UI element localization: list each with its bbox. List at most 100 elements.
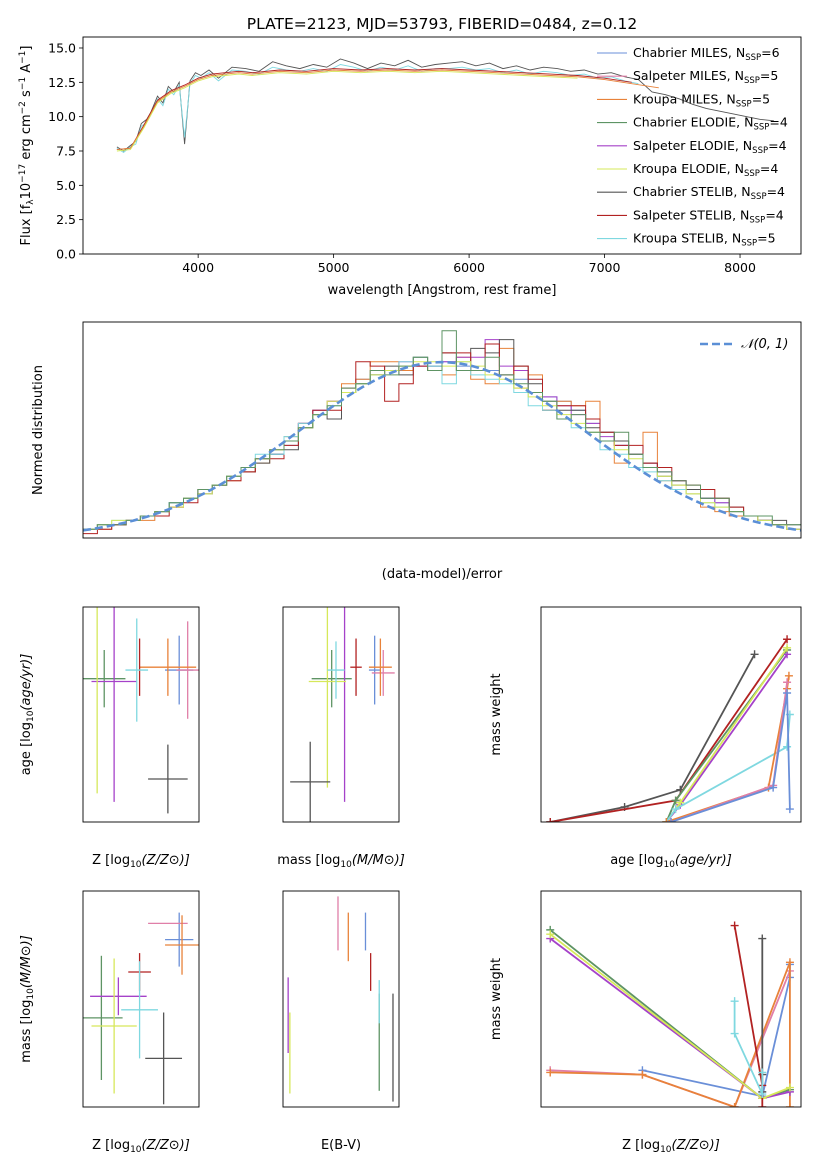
weight-lines — [546, 635, 794, 822]
spectrum-series-kroupa_miles — [116, 69, 659, 151]
legend-label-chabrier_elodie: Chabrier ELODIE, NSSP=4 — [633, 115, 788, 133]
weight-marker-kroupa_miles — [662, 818, 671, 822]
weight-series-kroupa_miles — [550, 961, 791, 1107]
age-vs-metallicity-panel: Z [log10(Z/Z⊙)] age [log10(age/yr)] — [19, 606, 200, 870]
weight-marker-chabrier_miles — [785, 805, 794, 814]
weight-marker-chabrier_elodie — [671, 796, 680, 805]
weight-marker-salpeter_stelib — [758, 1103, 767, 1107]
gaussian-legend-label: 𝒩(0, 1) — [741, 337, 788, 352]
x-tick-label: 7000 — [589, 260, 621, 275]
spectrum-legend: Chabrier MILES, NSSP=6 Salpeter MILES, NS… — [597, 45, 788, 249]
weight-marker-salpeter_stelib — [783, 635, 792, 644]
mass_vs_ebv-x-label: E(B-V) — [321, 1138, 361, 1153]
error-bars — [83, 912, 199, 1105]
legend-label-kroupa_miles: Kroupa MILES, NSSP=5 — [633, 91, 770, 109]
weight-marker-kroupa_elodie — [676, 798, 685, 807]
weight-marker-kroupa_miles — [638, 1070, 647, 1079]
weight-series-kroupa_elodie — [665, 647, 788, 822]
x-tick-label: 5000 — [318, 260, 350, 275]
axes-frame — [82, 321, 802, 539]
axes-frame — [82, 36, 802, 255]
weight-vs-age-panel: age [log10(age/yr)] mass weight — [489, 606, 802, 870]
weight_vs_age-x-label: age [log10(age/yr)] — [610, 853, 732, 870]
legend-label-chabrier_stelib: Chabrier STELIB, NSSP=4 — [633, 184, 785, 202]
weight-marker-kroupa_elodie — [783, 643, 792, 652]
legend-label-kroupa_stelib: Kroupa STELIB, NSSP=5 — [633, 231, 776, 249]
legend-label-kroupa_elodie: Kroupa ELODIE, NSSP=4 — [633, 161, 778, 179]
residual-x-label: (data-model)/error — [382, 567, 503, 582]
histogram-series-kroupa_elodie — [83, 361, 801, 538]
y-tick-label: 12.5 — [48, 75, 76, 90]
legend-label-salpeter_elodie: Salpeter ELODIE, NSSP=4 — [633, 138, 787, 156]
spectrum-y-label: Flux [fλ10−17 erg cm−2 s−1 A−1] — [18, 46, 36, 246]
age_vs_z-y-label: age [log10(age/yr)] — [19, 654, 36, 776]
histogram-series-chabrier_miles — [83, 361, 801, 538]
weight-marker-salpeter_stelib — [730, 921, 739, 930]
weight-series-chabrier_miles — [642, 964, 791, 1098]
weight-marker-salpeter_stelib — [546, 818, 555, 822]
error-bars — [83, 607, 199, 814]
axes-frame — [540, 606, 802, 823]
spectrum-panel: 4000 5000 6000 7000 8000 0.0 2.5 5.0 7.5 10.0 12.5… — [18, 36, 802, 298]
weight-marker-kroupa_miles — [784, 671, 793, 680]
legend-label-salpeter_stelib: Salpeter STELIB, NSSP=4 — [633, 207, 784, 225]
y-tick-label: 0.0 — [56, 247, 76, 262]
y-tick-label: 2.5 — [56, 212, 76, 227]
weight-series-chabrier_stelib — [550, 653, 756, 822]
weight-series-chabrier_miles — [670, 692, 791, 822]
weight-series-kroupa_stelib — [733, 1001, 764, 1095]
weight-marker-kroupa_stelib — [730, 997, 739, 1006]
weight-marker-chabrier_stelib — [758, 934, 767, 943]
weight-marker-kroupa_miles — [730, 1103, 739, 1107]
weight_vs_age-y-label: mass weight — [489, 673, 504, 755]
axes-frame — [282, 890, 400, 1108]
y-tick-label: 15.0 — [48, 40, 76, 55]
weight-marker-chabrier_stelib — [750, 650, 759, 659]
mass-vs-metallicity-panel: Z [log10(Z/Z⊙)] mass [log10(M/M⊙)] — [19, 890, 200, 1155]
axes-frame — [82, 890, 200, 1108]
y-tick-label: 10.0 — [48, 109, 76, 124]
gaussian-curve — [83, 360, 801, 532]
weight-marker-kroupa_elodie — [785, 1083, 794, 1092]
weight-marker-kroupa_stelib — [783, 742, 792, 751]
weight-vs-metallicity-panel: Z [log10(Z/Z⊙)] mass weight — [489, 890, 802, 1155]
age_vs_mass-x-label: mass [log10(M/M⊙)] — [277, 853, 405, 870]
legend-label-chabrier_miles: Chabrier MILES, NSSP=6 — [633, 45, 780, 63]
x-tick-label: 4000 — [182, 260, 214, 275]
legend-label-salpeter_miles: Salpeter MILES, NSSP=5 — [633, 68, 778, 86]
axes-frame — [82, 606, 200, 823]
mass-vs-ebv-panel: E(B-V) — [282, 890, 400, 1153]
y-tick-label: 5.0 — [56, 178, 76, 193]
residual-y-label: Normed distribution — [31, 365, 46, 495]
histogram-series-kroupa_stelib — [83, 356, 801, 538]
weight-marker-kroupa_miles — [785, 958, 794, 967]
weight_vs_z-x-label: Z [log10(Z/Z⊙)] — [622, 1138, 720, 1155]
weight-marker-kroupa_stelib — [730, 1029, 739, 1038]
x-tick-label: 8000 — [724, 260, 756, 275]
x-tick-label: 6000 — [453, 260, 485, 275]
spectrum-x-label: wavelength [Angstrom, rest frame] — [328, 283, 557, 298]
weight-marker-chabrier_miles — [783, 689, 792, 697]
spectrum-series-salpeter_stelib — [116, 68, 632, 151]
weight-marker-kroupa_stelib — [758, 1090, 767, 1099]
error-bars — [290, 607, 395, 822]
weight-series-kroupa_miles — [666, 675, 790, 822]
mass_vs_z-x-label: Z [log10(Z/Z⊙)] — [92, 1138, 190, 1155]
age_vs_z-x-label: Z [log10(Z/Z⊙)] — [92, 853, 190, 870]
weight-marker-kroupa_miles — [785, 1103, 794, 1107]
weight-marker-kroupa_stelib — [758, 1068, 767, 1077]
weight-marker-kroupa_elodie — [546, 930, 555, 939]
age-vs-mass-panel: mass [log10(M/M⊙)] — [277, 606, 405, 870]
mass_vs_z-y-label: mass [log10(M/M⊙)] — [19, 935, 36, 1063]
axes-frame — [540, 890, 802, 1108]
residual-histogram-panel: (data-model)/error Normed distribution — [31, 321, 802, 582]
y-tick-label: 7.5 — [56, 143, 76, 158]
error-bars — [287, 896, 394, 1102]
weight-marker-salpeter_miles — [783, 678, 792, 687]
axes-frame — [282, 606, 400, 823]
spectrum-lines — [116, 58, 774, 153]
residual-legend: 𝒩(0, 1) — [700, 337, 788, 352]
weight_vs_z-y-label: mass weight — [489, 958, 504, 1040]
spectrum-series-kroupa_elodie — [116, 70, 578, 152]
